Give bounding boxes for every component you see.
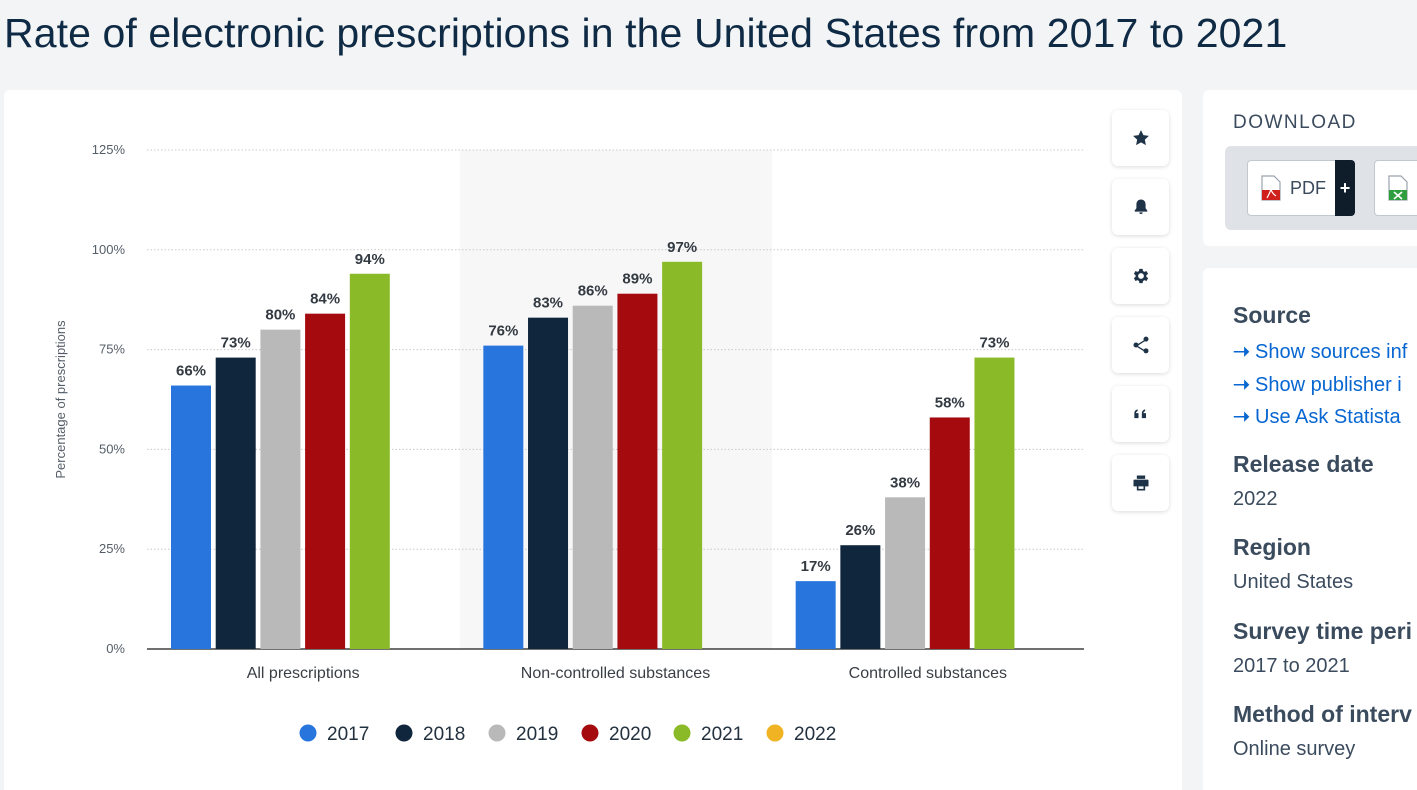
x-category-label: Controlled substances	[849, 665, 1007, 682]
bar-2019	[885, 497, 926, 649]
printer-icon	[1133, 475, 1148, 491]
download-pdf-button[interactable]: PDF +	[1247, 160, 1355, 216]
legend-marker-2017	[299, 724, 317, 742]
bar-value-label: 84%	[310, 291, 340, 308]
legend-marker-2019	[488, 724, 506, 742]
bar-value-label: 26%	[845, 522, 875, 539]
release-date-heading: Release date	[1233, 451, 1374, 477]
bar-value-label: 80%	[265, 307, 295, 324]
y-tick-label: 100%	[92, 242, 126, 257]
cite-button[interactable]	[1112, 386, 1169, 442]
share-icon	[1133, 336, 1148, 354]
show-publisher-label: Show publisher i	[1255, 374, 1402, 396]
legend-marker-2021	[673, 724, 691, 742]
bar-value-label: 17%	[801, 558, 831, 575]
y-tick-label: 125%	[92, 142, 126, 157]
bar-2021	[349, 273, 390, 649]
bar-value-label: 97%	[667, 239, 697, 256]
bar-value-label: 66%	[176, 363, 206, 380]
legend-label: 2022	[794, 724, 836, 745]
y-axis-label: Percentage of prescriptions	[53, 320, 68, 479]
bar-2020	[617, 293, 658, 649]
region-heading: Region	[1233, 534, 1311, 560]
x-category-label: Non-controlled substances	[521, 665, 710, 682]
y-tick-label: 75%	[99, 342, 125, 357]
pdf-options-toggle[interactable]: +	[1335, 160, 1355, 216]
arrow-right-icon: ➝	[1233, 406, 1250, 428]
bar-2020	[305, 313, 346, 649]
bar-value-label: 83%	[533, 295, 563, 312]
bar-value-label: 73%	[979, 335, 1009, 352]
bar-2020	[929, 417, 970, 649]
survey-period-heading: Survey time peri	[1233, 618, 1412, 644]
chart-card: 0% 25% 50% 75% 100% 125% Percentage of prescri…	[4, 90, 1182, 790]
print-button[interactable]	[1112, 455, 1169, 511]
page-title: Rate of electronic prescriptions in the …	[4, 10, 1288, 56]
y-tick-label: 25%	[99, 541, 125, 556]
quote-icon	[1133, 409, 1146, 419]
bar-value-label: 86%	[578, 283, 608, 300]
pdf-label: PDF	[1290, 177, 1326, 198]
bar-2017	[795, 581, 836, 649]
bar-value-label: 58%	[935, 394, 965, 411]
download-title: DOWNLOAD	[1233, 112, 1357, 133]
show-sources-label: Show sources inf	[1255, 341, 1408, 363]
ask-statista-link[interactable]: ➝ Use Ask Statista	[1233, 404, 1401, 429]
notification-button[interactable]	[1112, 179, 1169, 235]
y-tick-label: 50%	[99, 441, 125, 456]
bar-value-label: 89%	[622, 271, 652, 288]
legend-marker-2022	[766, 724, 784, 742]
bar-2019	[260, 329, 301, 649]
bar-2018	[215, 357, 256, 649]
legend-label: 2020	[609, 724, 651, 745]
legend-label: 2018	[423, 724, 465, 745]
statistic-details-card: Source ➝ Show sources inf ➝ Show publisher…	[1203, 268, 1417, 790]
legend-label: 2021	[701, 724, 743, 745]
download-card: DOWNLOAD PDF +	[1203, 90, 1417, 246]
bar-chart: 0% 25% 50% 75% 100% 125% Percentage of prescri…	[53, 142, 1084, 745]
y-tick-label: 0%	[106, 641, 125, 656]
bar-value-label: 73%	[221, 335, 251, 352]
bar-value-label: 38%	[890, 474, 920, 491]
bar-2018	[528, 317, 569, 649]
bar-2017	[171, 385, 211, 649]
bar-value-label: 94%	[355, 251, 385, 268]
arrow-right-icon: ➝	[1233, 374, 1250, 396]
legend-label: 2017	[327, 724, 369, 745]
ask-statista-label: Use Ask Statista	[1255, 406, 1401, 428]
star-icon	[1132, 130, 1149, 146]
download-options: PDF +	[1225, 146, 1417, 230]
bar-value-label: 76%	[488, 323, 518, 340]
interview-method-heading: Method of interv	[1233, 701, 1412, 727]
settings-button[interactable]	[1112, 248, 1169, 304]
bar-2018	[840, 545, 881, 649]
bar-2017	[483, 345, 524, 649]
region-value: United States	[1233, 571, 1354, 593]
bell-icon	[1134, 199, 1147, 215]
interview-method-value: Online survey	[1233, 738, 1356, 760]
bar-2019	[572, 305, 613, 649]
survey-period-value: 2017 to 2021	[1233, 655, 1350, 677]
x-category-label: All prescriptions	[247, 665, 360, 682]
pdf-file-icon	[1261, 175, 1281, 201]
bar-2021	[974, 357, 1015, 649]
gear-icon	[1133, 268, 1148, 284]
show-publisher-link[interactable]: ➝ Show publisher i	[1233, 372, 1402, 397]
legend-label: 2019	[516, 724, 558, 745]
download-xls-button[interactable]	[1374, 160, 1417, 216]
favorite-button[interactable]	[1112, 110, 1169, 166]
show-sources-link[interactable]: ➝ Show sources inf	[1233, 339, 1407, 364]
share-button[interactable]	[1112, 317, 1169, 373]
release-date-value: 2022	[1233, 488, 1278, 510]
bar-2021	[662, 261, 703, 649]
legend-marker-2018	[395, 724, 413, 742]
source-heading: Source	[1233, 302, 1311, 328]
arrow-right-icon: ➝	[1233, 341, 1250, 363]
legend-marker-2020	[581, 724, 599, 742]
xls-file-icon	[1388, 175, 1408, 201]
